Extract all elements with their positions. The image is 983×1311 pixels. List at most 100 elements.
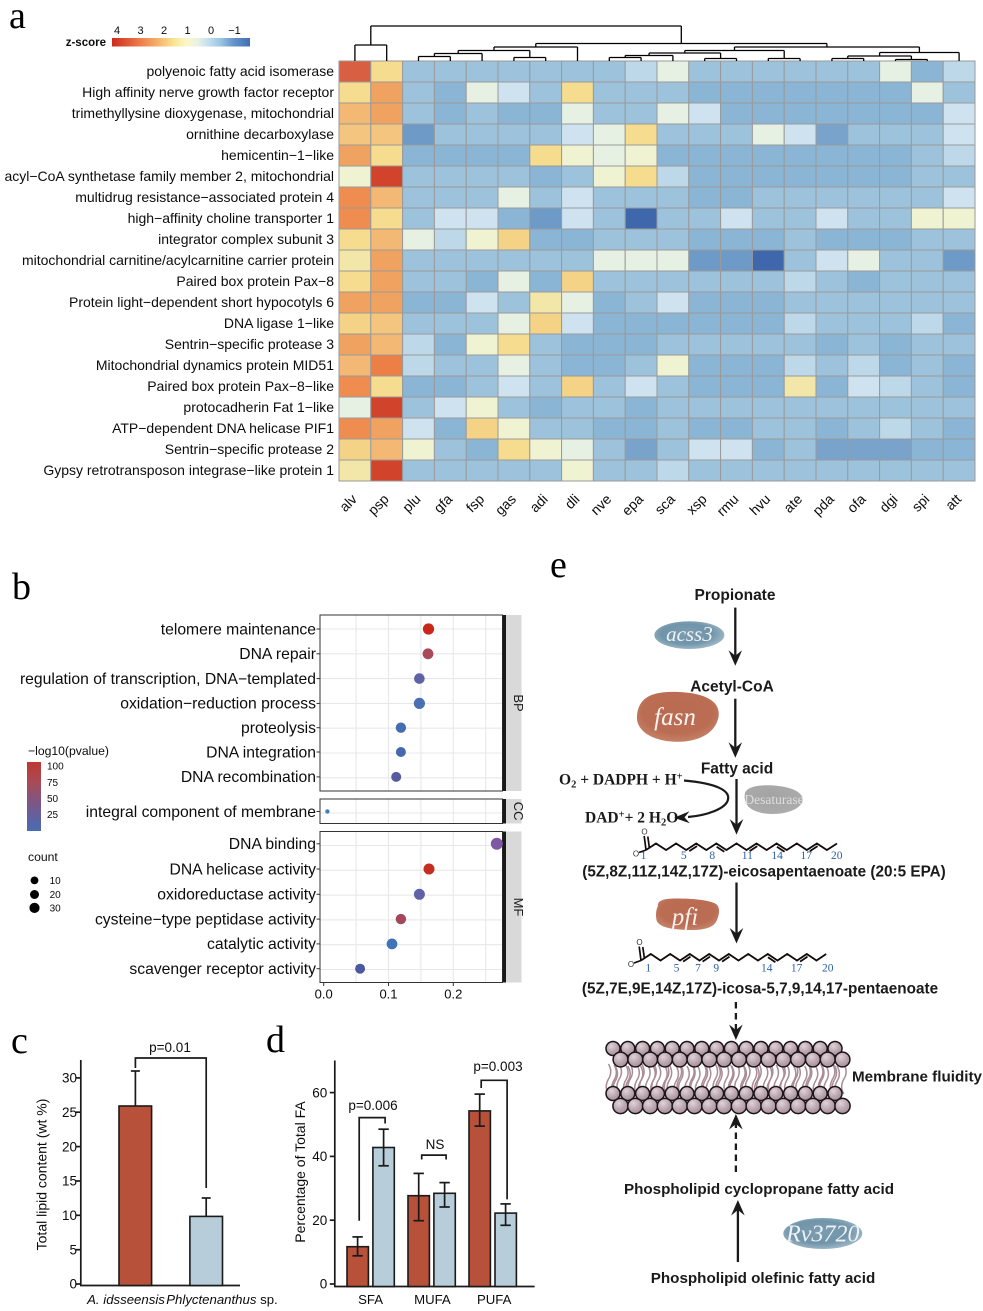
svg-text:Paired box protein Pax−8: Paired box protein Pax−8 xyxy=(176,273,334,289)
svg-text:11: 11 xyxy=(742,850,753,862)
svg-text:−log10(pvalue): −log10(pvalue) xyxy=(28,744,109,758)
svg-text:integrator complex subunit 3: integrator complex subunit 3 xyxy=(158,231,334,247)
svg-text:Phospholipid olefinic fatty ac: Phospholipid olefinic fatty acid xyxy=(651,1270,875,1287)
svg-text:e: e xyxy=(550,544,567,586)
svg-text:epa: epa xyxy=(618,491,646,519)
svg-text:0.2: 0.2 xyxy=(444,987,462,1002)
svg-text:40: 40 xyxy=(312,1149,327,1164)
svg-text:pda: pda xyxy=(809,491,837,519)
svg-text:0: 0 xyxy=(320,1277,328,1292)
svg-text:Total lipid content (wt %): Total lipid content (wt %) xyxy=(34,1099,50,1251)
svg-text:(5Z,7E,9E,14Z,17Z)-icosa-5,7,9: (5Z,7E,9E,14Z,17Z)-icosa-5,7,9,14,17-pen… xyxy=(582,981,938,998)
svg-text:BP: BP xyxy=(511,694,526,711)
svg-text:oxidoreductase activity: oxidoreductase activity xyxy=(157,887,316,904)
svg-text:p=0.003: p=0.003 xyxy=(473,1059,522,1074)
svg-text:8: 8 xyxy=(709,850,715,862)
svg-text:25: 25 xyxy=(47,810,59,821)
svg-text:a: a xyxy=(9,0,26,37)
svg-text:integral component of membrane: integral component of membrane xyxy=(86,804,316,821)
svg-text:CC: CC xyxy=(511,802,526,821)
svg-text:DNA helicase activity: DNA helicase activity xyxy=(170,861,317,878)
svg-text:A. idsseensis: A. idsseensis xyxy=(86,1292,165,1307)
svg-text:NS: NS xyxy=(426,1137,445,1152)
svg-text:DNA recombination: DNA recombination xyxy=(181,769,316,786)
svg-text:adi: adi xyxy=(526,491,551,516)
svg-text:10: 10 xyxy=(62,1208,77,1223)
svg-text:Fatty acid: Fatty acid xyxy=(701,761,773,778)
svg-text:15: 15 xyxy=(62,1174,77,1189)
svg-text:psp: psp xyxy=(365,491,392,518)
svg-text:pfi: pfi xyxy=(670,904,698,931)
svg-text:Phlyctenanthus sp.: Phlyctenanthus sp. xyxy=(166,1292,277,1307)
svg-text:9: 9 xyxy=(713,963,719,975)
svg-text:Sentrin−specific protease 3: Sentrin−specific protease 3 xyxy=(165,336,334,352)
svg-text:ate: ate xyxy=(780,491,805,516)
svg-text:17: 17 xyxy=(800,850,812,862)
svg-text:14: 14 xyxy=(761,963,773,975)
svg-text:(5Z,8Z,11Z,14Z,17Z)-eicosapent: (5Z,8Z,11Z,14Z,17Z)-eicosapentaenoate (2… xyxy=(582,864,946,881)
svg-text:4: 4 xyxy=(114,25,120,37)
svg-text:b: b xyxy=(12,566,31,608)
svg-text:ATP−dependent DNA helicase PIF: ATP−dependent DNA helicase PIF1 xyxy=(112,420,334,436)
svg-text:polyenoic fatty acid isomerase: polyenoic fatty acid isomerase xyxy=(146,63,334,79)
svg-text:20: 20 xyxy=(62,1139,77,1154)
svg-text:multidrug resistance−associate: multidrug resistance−associated protein … xyxy=(75,189,334,205)
svg-text:O2 + DADPH + H+: O2 + DADPH + H+ xyxy=(559,772,683,791)
svg-text:MUFA: MUFA xyxy=(414,1292,451,1307)
svg-text:Desaturase: Desaturase xyxy=(744,792,803,807)
svg-text:DNA ligase 1−like: DNA ligase 1−like xyxy=(224,315,334,331)
svg-text:0: 0 xyxy=(69,1277,77,1292)
svg-text:Propionate: Propionate xyxy=(695,587,776,604)
svg-text:−1: −1 xyxy=(228,25,241,37)
svg-text:Mitochondrial dynamics protein: Mitochondrial dynamics protein MID51 xyxy=(96,357,334,373)
svg-text:PUFA: PUFA xyxy=(477,1292,512,1307)
svg-text:nve: nve xyxy=(587,491,614,518)
svg-text:Rv3720: Rv3720 xyxy=(785,1222,859,1248)
svg-text:O: O xyxy=(641,828,647,837)
svg-text:DNA repair: DNA repair xyxy=(239,646,316,663)
svg-text:count: count xyxy=(28,850,58,864)
svg-text:gas: gas xyxy=(492,491,519,518)
svg-text:p=0.01: p=0.01 xyxy=(149,1040,191,1055)
svg-text:30: 30 xyxy=(62,1071,77,1086)
svg-text:1: 1 xyxy=(184,25,190,37)
svg-text:scavenger receptor activity: scavenger receptor activity xyxy=(129,961,316,978)
svg-text:2: 2 xyxy=(161,25,167,37)
svg-text:hvu: hvu xyxy=(746,491,773,518)
svg-text:ofa: ofa xyxy=(844,491,869,516)
svg-text:0: 0 xyxy=(208,25,214,37)
svg-text:DNA binding: DNA binding xyxy=(229,836,316,853)
svg-text:14: 14 xyxy=(771,850,783,862)
svg-text:high−affinity choline transpor: high−affinity choline transporter 1 xyxy=(128,210,335,226)
svg-text:acss3: acss3 xyxy=(666,622,713,646)
svg-text:trimethyllysine dioxygenase, m: trimethyllysine dioxygenase, mitochondri… xyxy=(72,105,334,121)
svg-text:1: 1 xyxy=(645,963,651,975)
svg-text:cysteine−type peptidase activi: cysteine−type peptidase activity xyxy=(95,911,316,928)
svg-text:protocadherin Fat 1−like: protocadherin Fat 1−like xyxy=(183,399,334,415)
svg-text:Protein light−dependent short: Protein light−dependent short hypocotyls… xyxy=(69,294,334,310)
svg-text:20: 20 xyxy=(822,963,834,975)
svg-text:acyl−CoA synthetase family mem: acyl−CoA synthetase family member 2, mit… xyxy=(4,168,334,184)
svg-text:gfa: gfa xyxy=(430,491,455,516)
svg-text:20: 20 xyxy=(831,850,843,862)
svg-text:Gypsy retrotransposon integras: Gypsy retrotransposon integrase−like pro… xyxy=(43,462,334,478)
svg-text:dgi: dgi xyxy=(876,491,901,516)
svg-text:DNA integration: DNA integration xyxy=(206,744,316,761)
svg-text:mitochondrial carnitine/acylca: mitochondrial carnitine/acylcarnitine ca… xyxy=(22,252,334,268)
svg-text:O: O xyxy=(633,850,639,859)
svg-text:xsp: xsp xyxy=(683,491,710,518)
svg-text:Percentage of Total FA: Percentage of Total FA xyxy=(292,1101,308,1243)
svg-text:d: d xyxy=(266,1019,285,1061)
svg-text:z-score: z-score xyxy=(66,37,106,49)
svg-text:20: 20 xyxy=(312,1213,327,1228)
svg-text:Sentrin−specific protease 2: Sentrin−specific protease 2 xyxy=(165,441,334,457)
svg-text:Membrane fluidity: Membrane fluidity xyxy=(852,1069,983,1086)
svg-text:sca: sca xyxy=(651,491,678,518)
svg-text:O: O xyxy=(628,960,634,969)
svg-text:alv: alv xyxy=(336,491,360,515)
svg-text:30: 30 xyxy=(50,903,62,914)
svg-text:60: 60 xyxy=(312,1085,327,1100)
svg-text:75: 75 xyxy=(47,778,59,789)
svg-text:25: 25 xyxy=(62,1105,77,1120)
svg-text:5: 5 xyxy=(69,1242,77,1257)
